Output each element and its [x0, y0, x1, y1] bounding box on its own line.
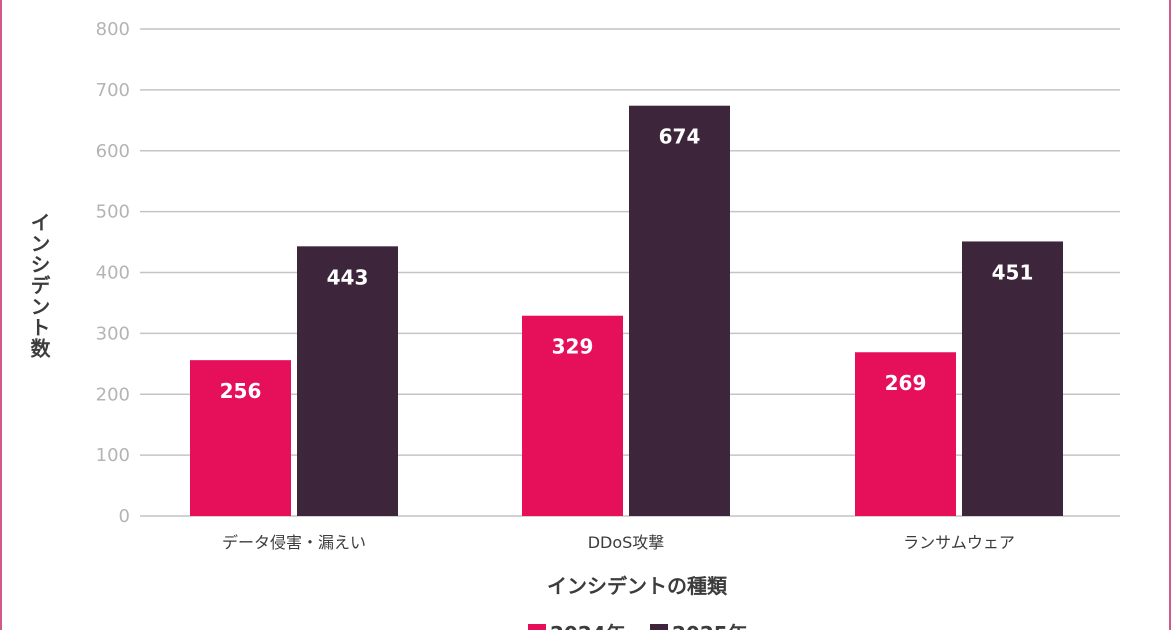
data-label: 329 — [552, 335, 594, 359]
y-tick-label: 400 — [96, 263, 130, 284]
x-tick-label: DDoS攻撃 — [588, 533, 665, 552]
x-tick-label: データ侵害・漏えい — [222, 533, 366, 552]
data-label: 443 — [327, 265, 369, 289]
y-tick-label: 200 — [96, 384, 130, 405]
x-axis-title: インシデントの種類 — [547, 574, 728, 598]
legend-swatch — [528, 624, 546, 630]
y-tick-label: 800 — [96, 19, 130, 40]
data-label: 451 — [992, 260, 1034, 284]
bar — [297, 246, 398, 517]
legend-label: 2025年 — [672, 622, 748, 630]
legend-swatch — [650, 624, 668, 630]
y-axis-title: インシデント数 — [27, 212, 51, 359]
bar — [962, 241, 1063, 517]
bar — [522, 315, 623, 516]
bar — [855, 352, 956, 516]
x-tick-label: ランサムウェア — [903, 533, 1015, 552]
y-tick-label: 700 — [96, 80, 130, 101]
data-label: 256 — [220, 379, 262, 403]
y-tick-label: 0 — [119, 506, 130, 527]
y-tick-label: 300 — [96, 323, 130, 344]
bar — [629, 105, 730, 516]
legend-label: 2024年 — [550, 622, 626, 630]
bar — [190, 360, 291, 516]
y-tick-label: 100 — [96, 445, 130, 466]
data-label: 674 — [659, 125, 701, 149]
y-tick-label: 500 — [96, 202, 130, 223]
data-label: 269 — [885, 371, 927, 395]
y-tick-label: 600 — [96, 141, 130, 162]
